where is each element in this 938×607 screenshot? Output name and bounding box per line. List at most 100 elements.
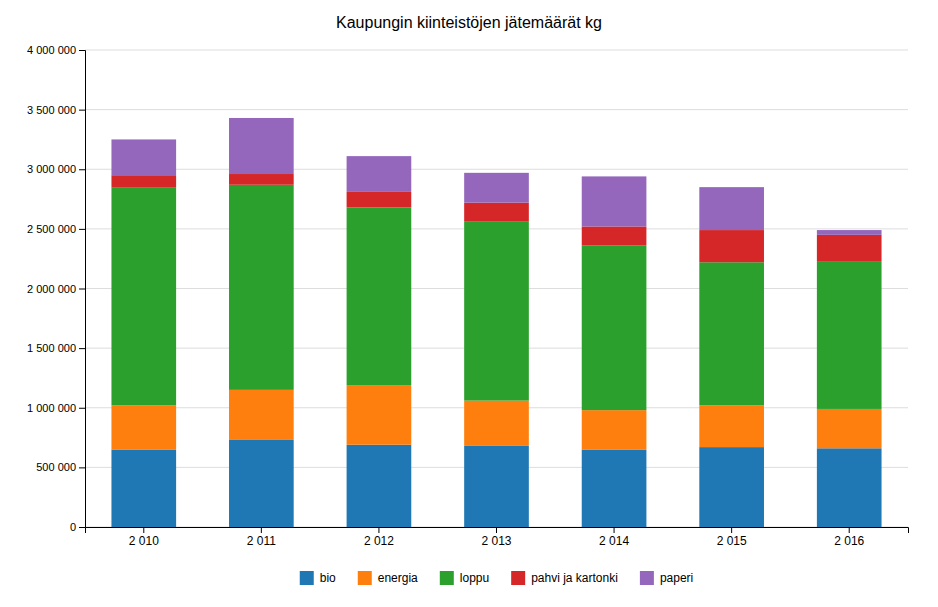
tick-label: 500 000 [36,461,76,473]
bar [582,226,647,245]
bar [464,203,529,222]
tick: 2 011 [247,527,276,548]
bar [229,185,294,390]
bar [347,156,412,192]
legend-label: energia [378,571,418,585]
grid-line [85,50,908,51]
tick-mark [614,527,615,533]
bar [699,447,764,527]
tick-mark [849,527,850,533]
y-axis: 0 500 000 1 000 000 1 500 000 2 000 000 2 500… [27,44,85,533]
tick-label: 1 000 000 [27,402,76,414]
axis-line [79,51,86,528]
tick-label: 2 014 [599,534,629,548]
grid [85,50,908,527]
bar [464,401,529,446]
legend-swatch [300,571,314,585]
bar [582,449,647,527]
bar [229,118,294,174]
tick: 4 000 000 [27,44,85,56]
tick-mark [79,169,85,170]
legend-label: bio [320,571,336,585]
bar [817,448,882,527]
tick-label: 2 012 [364,534,394,548]
legend-swatch [640,571,654,585]
legend-item: pahvi ja kartonki [511,571,618,585]
tick: 2 015 [717,527,747,548]
tick-label: 2 013 [481,534,511,548]
tick-mark [79,467,85,468]
bar [464,173,529,203]
tick-label: 2 016 [834,534,864,548]
bar [111,175,176,187]
bar [817,230,882,235]
tick-label: 2 011 [247,534,276,548]
legend-item: loppu [440,571,489,585]
tick: 2 016 [834,527,864,548]
tick: 500 000 [36,461,85,473]
tick-mark [79,408,85,409]
tick: 3 500 000 [27,104,85,116]
bar [699,230,764,262]
title: Kaupungin kiinteistöjen jätemäärät kg [336,14,602,31]
bar [347,385,412,445]
tick: 2 000 000 [27,283,85,295]
bar [229,174,294,185]
plot: 0 500 000 1 000 000 1 500 000 2 000 000 2 500… [27,44,908,548]
bar [699,262,764,405]
tick-mark [79,289,85,290]
bar [817,261,882,409]
bar [229,440,294,527]
tick-mark [79,110,85,111]
tick-label: 3 500 000 [27,104,76,116]
legend-item: bio [300,571,336,585]
legend-item: paperi [640,571,693,585]
tick: 0 [70,521,85,533]
bar [699,187,764,230]
tick: 2 013 [481,527,511,548]
legend-item: energia [358,571,418,585]
tick: 2 500 000 [27,223,85,235]
tick: 2 010 [129,527,159,548]
bar [111,187,176,405]
chart: 0 500 000 1 000 000 1 500 000 2 000 000 2 500… [0,0,938,607]
bar [347,445,412,527]
series [111,118,881,235]
tick: 1 000 000 [27,402,85,414]
tick-label: 1 500 000 [27,342,76,354]
bar [464,446,529,527]
grid-line [85,169,908,170]
tick-label: 2 015 [717,534,747,548]
tick-label: 2 010 [129,534,159,548]
series [111,440,881,527]
x-axis: 2 010 2 011 2 012 2 013 2 014 2 015 2 016 [86,527,909,548]
bar [111,405,176,449]
bar [817,409,882,448]
tick-label: 3 000 000 [27,163,76,175]
legend-swatch [440,571,454,585]
legend-label: loppu [460,571,489,585]
tick-mark [261,527,262,533]
bar [347,192,412,208]
bar [464,222,529,401]
tick-mark [79,50,85,51]
bar [582,176,647,226]
tick-label: 0 [70,521,76,533]
tick-mark [79,348,85,349]
tick: 2 014 [599,527,629,548]
tick-mark [143,527,144,533]
bar [229,390,294,440]
tick: 3 000 000 [27,163,85,175]
tick-mark [496,527,497,533]
legend-swatch [358,571,372,585]
legend: bio energia loppu pahvi ja kartonki paperi [300,571,694,585]
bar [111,139,176,175]
tick-mark [378,527,379,533]
grid-line [85,109,908,110]
legend-swatch [511,571,525,585]
series [111,185,881,410]
tick-label: 4 000 000 [27,44,76,56]
tick-mark [79,527,85,528]
bars [111,118,881,527]
bar [582,410,647,449]
